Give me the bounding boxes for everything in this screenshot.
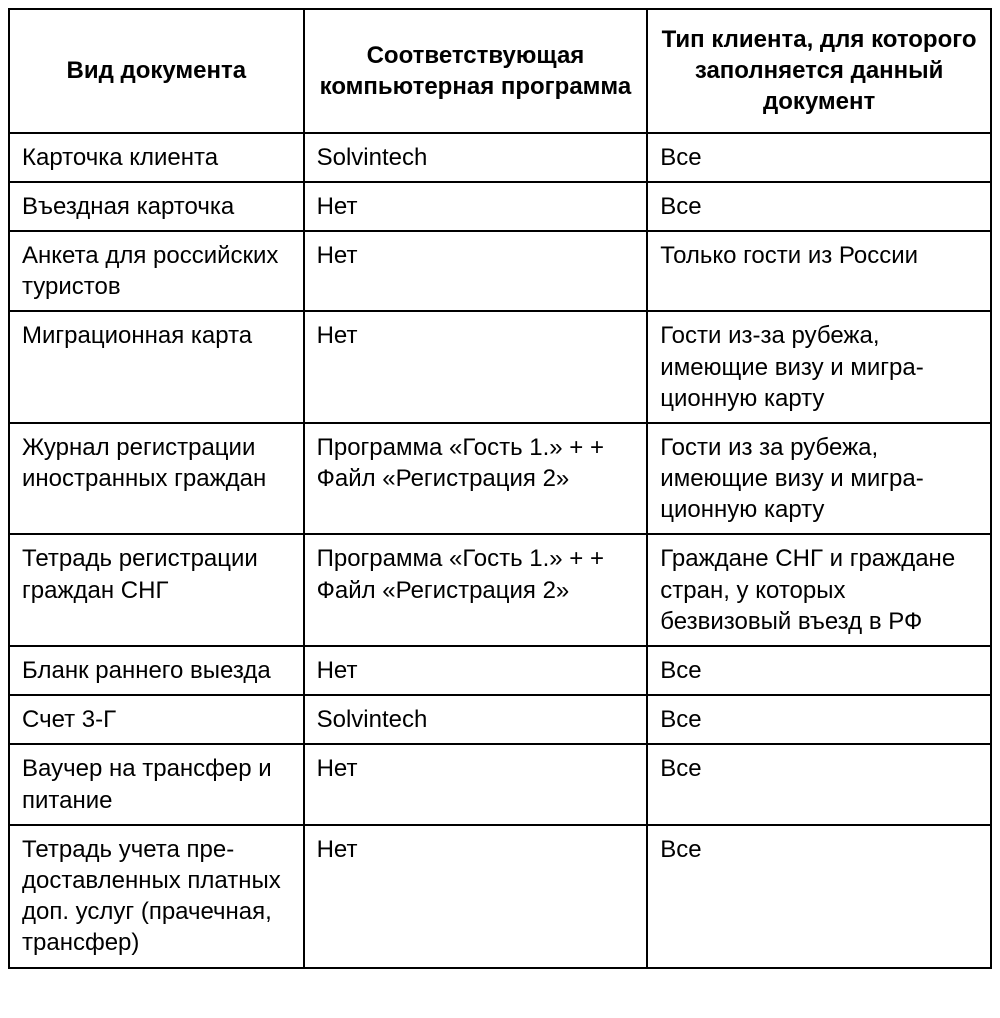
cell-doc-type: Карточка клиента	[9, 133, 304, 182]
table-head: Вид документа Соответствующая компьютерн…	[9, 9, 991, 133]
cell-doc-type: Тетрадь учета пре­доставленных плат­ных …	[9, 825, 304, 968]
table-row: Анкета для россий­ских туристов Нет Толь…	[9, 231, 991, 311]
cell-client-type: Граждане СНГ и граж­дане стран, у которы…	[647, 534, 991, 646]
table-row: Въездная карточка Нет Все	[9, 182, 991, 231]
cell-client-type: Все	[647, 695, 991, 744]
cell-program: Нет	[304, 825, 648, 968]
cell-doc-type: Бланк раннего выезда	[9, 646, 304, 695]
cell-program: Нет	[304, 744, 648, 824]
cell-program: Solvintech	[304, 133, 648, 182]
cell-doc-type: Миграционная карта	[9, 311, 304, 423]
cell-program: Нет	[304, 646, 648, 695]
cell-program: Нет	[304, 182, 648, 231]
table-body: Карточка клиента Solvintech Все Въездная…	[9, 133, 991, 968]
col-header-client-type: Тип клиента, для ко­торого заполняется д…	[647, 9, 991, 133]
table-row: Карточка клиента Solvintech Все	[9, 133, 991, 182]
table-row: Ваучер на трансфер и питание Нет Все	[9, 744, 991, 824]
cell-client-type: Гости из-за рубежа, имеющие визу и мигра…	[647, 311, 991, 423]
table-row: Счет 3-Г Solvintech Все	[9, 695, 991, 744]
cell-client-type: Все	[647, 744, 991, 824]
table-header-row: Вид документа Соответствующая компьютерн…	[9, 9, 991, 133]
table-row: Миграционная карта Нет Гости из-за рубеж…	[9, 311, 991, 423]
cell-doc-type: Анкета для россий­ских туристов	[9, 231, 304, 311]
documents-table: Вид документа Соответствующая компьютерн…	[8, 8, 992, 969]
table-row: Тетрадь учета пре­доставленных плат­ных …	[9, 825, 991, 968]
cell-client-type: Все	[647, 825, 991, 968]
cell-client-type: Гости из за рубежа, имеющие визу и мигра…	[647, 423, 991, 535]
cell-doc-type: Ваучер на трансфер и питание	[9, 744, 304, 824]
cell-program: Нет	[304, 231, 648, 311]
cell-program: Программа «Гость 1.» + + Файл «Регистрац…	[304, 534, 648, 646]
cell-doc-type: Тетрадь регистрации граждан СНГ	[9, 534, 304, 646]
cell-doc-type: Счет 3-Г	[9, 695, 304, 744]
table-row: Журнал регистрации иностранных граж­дан …	[9, 423, 991, 535]
cell-doc-type: Журнал регистрации иностранных граж­дан	[9, 423, 304, 535]
cell-program: Solvintech	[304, 695, 648, 744]
cell-program: Программа «Гость 1.» + + Файл «Регистрац…	[304, 423, 648, 535]
col-header-program: Соответствующая компьютерная программа	[304, 9, 648, 133]
cell-client-type: Все	[647, 133, 991, 182]
col-header-doc-type: Вид документа	[9, 9, 304, 133]
cell-client-type: Все	[647, 646, 991, 695]
cell-program: Нет	[304, 311, 648, 423]
cell-client-type: Только гости из России	[647, 231, 991, 311]
cell-doc-type: Въездная карточка	[9, 182, 304, 231]
table-row: Тетрадь регистрации граждан СНГ Программ…	[9, 534, 991, 646]
table-row: Бланк раннего выезда Нет Все	[9, 646, 991, 695]
cell-client-type: Все	[647, 182, 991, 231]
